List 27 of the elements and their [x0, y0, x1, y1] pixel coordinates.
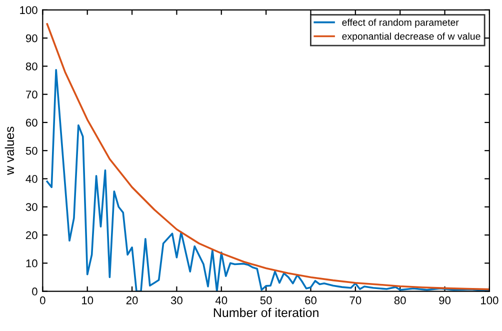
x-tick-label: 30: [170, 296, 182, 304]
x-tick-label: 80: [394, 296, 406, 304]
x-tick-label: 50: [260, 296, 272, 304]
y-tick-label: 20: [26, 231, 38, 240]
x-axis-title: Number of iteration: [214, 308, 318, 318]
y-tick-label: 90: [26, 34, 38, 42]
legend-label: exponantial decrease of w value: [342, 32, 480, 42]
x-tick-label: 100: [481, 296, 498, 304]
y-tick-label: 70: [26, 90, 38, 98]
x-tick-label: 0: [40, 296, 46, 304]
x-tick-label: 10: [82, 296, 94, 304]
x-tick-label: 60: [305, 296, 316, 304]
x-tick-label: 40: [215, 296, 228, 304]
y-tick-label: 50: [26, 146, 38, 155]
x-tick-label: 20: [126, 296, 138, 304]
legend-label: effect of random parameter: [342, 18, 459, 28]
x-tick-label: 70: [350, 296, 362, 304]
y-tick-label: 30: [26, 203, 38, 212]
y-tick-label: 10: [26, 259, 38, 268]
y-tick-label: 40: [26, 175, 38, 183]
y-tick-label: 100: [20, 6, 38, 14]
y-tick-label: 80: [26, 62, 38, 70]
x-tick-label: 90: [439, 296, 451, 304]
line-series: [46, 68, 490, 292]
y-tick-label: 0: [32, 288, 38, 296]
y-tick-label: 60: [26, 118, 38, 127]
y-axis-title: w values: [4, 126, 14, 175]
